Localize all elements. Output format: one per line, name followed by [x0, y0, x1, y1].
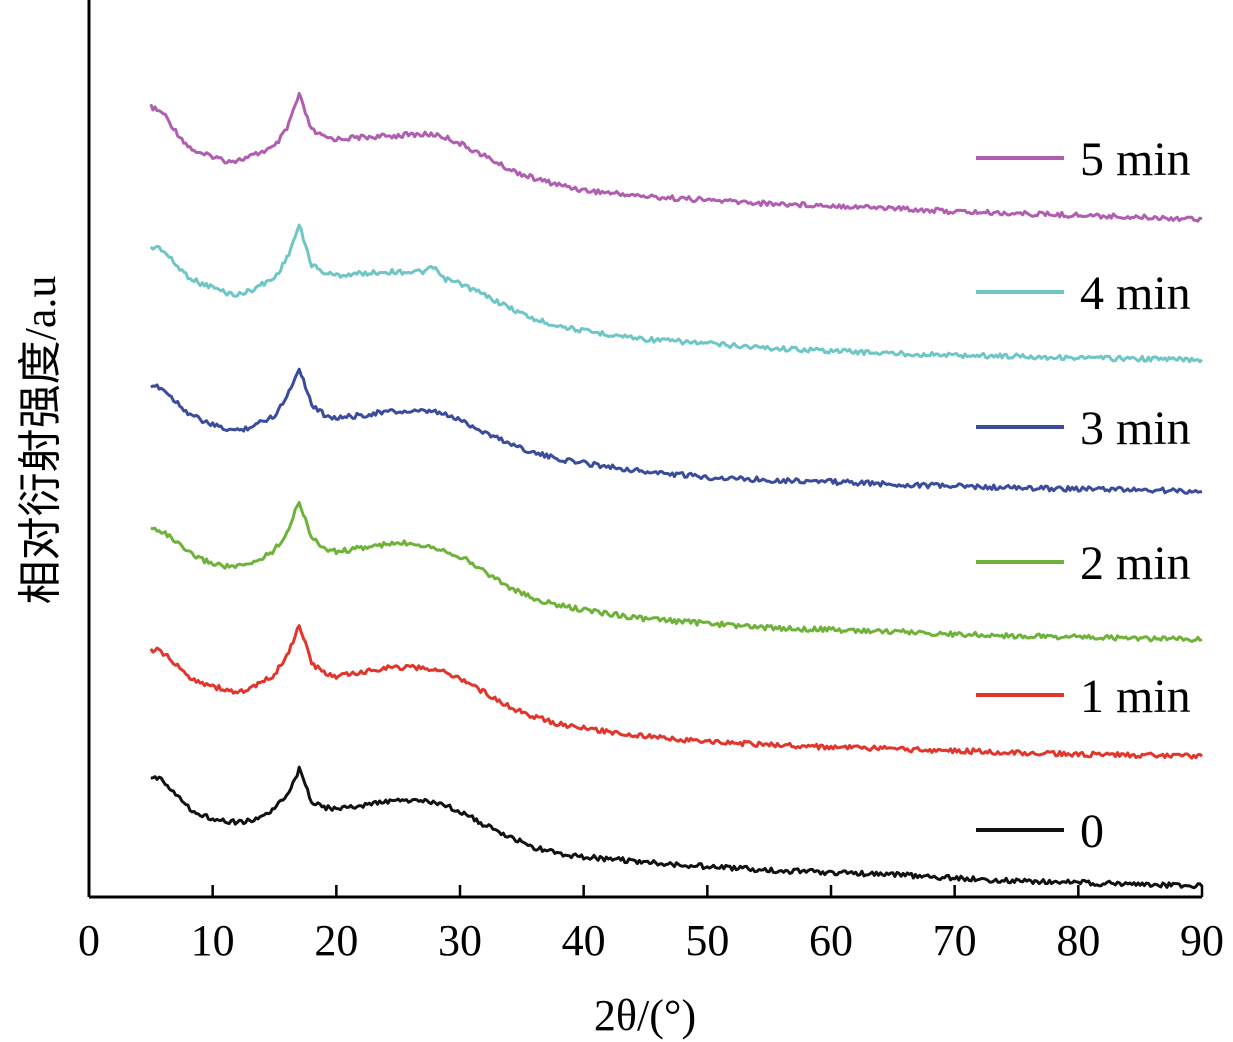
x-tick-label-60: 60: [809, 916, 853, 965]
legend-label-5-min: 5 min: [1080, 133, 1191, 186]
series-line-5-min: [149, 91, 1203, 223]
series-line-0: [150, 765, 1204, 890]
series-group: [149, 91, 1204, 890]
x-axis-title: 2θ/(°): [594, 991, 696, 1040]
legend-label-4-min: 4 min: [1080, 267, 1191, 320]
x-tick-label-0: 0: [78, 916, 100, 965]
legend-label-0: 0: [1080, 805, 1104, 858]
x-tick-label-50: 50: [685, 916, 729, 965]
x-tick-label-90: 90: [1180, 916, 1224, 965]
x-tick-label-10: 10: [191, 916, 235, 965]
x-tick-label-40: 40: [562, 916, 606, 965]
x-ticks: 0 10 20 30 40 50 60 70 80 90: [78, 885, 1224, 965]
series-line-4-min: [149, 223, 1204, 364]
legend-label-2-min: 2 min: [1080, 537, 1191, 590]
legend-label-3-min: 3 min: [1080, 402, 1191, 455]
y-axis-title: 相对衍射强度/a.u: [16, 276, 65, 605]
x-tick-label-20: 20: [314, 916, 358, 965]
legend: 5 min 4 min 3 min 2 min 1 min 0: [976, 133, 1191, 858]
x-tick-label-30: 30: [438, 916, 482, 965]
legend-label-1-min: 1 min: [1080, 670, 1191, 723]
series-line-2-min: [150, 500, 1203, 643]
x-tick-label-80: 80: [1056, 916, 1100, 965]
x-tick-label-70: 70: [933, 916, 977, 965]
axes: [87, 0, 1202, 899]
series-line-3-min: [150, 367, 1203, 495]
series-line-1-min: [149, 624, 1203, 760]
